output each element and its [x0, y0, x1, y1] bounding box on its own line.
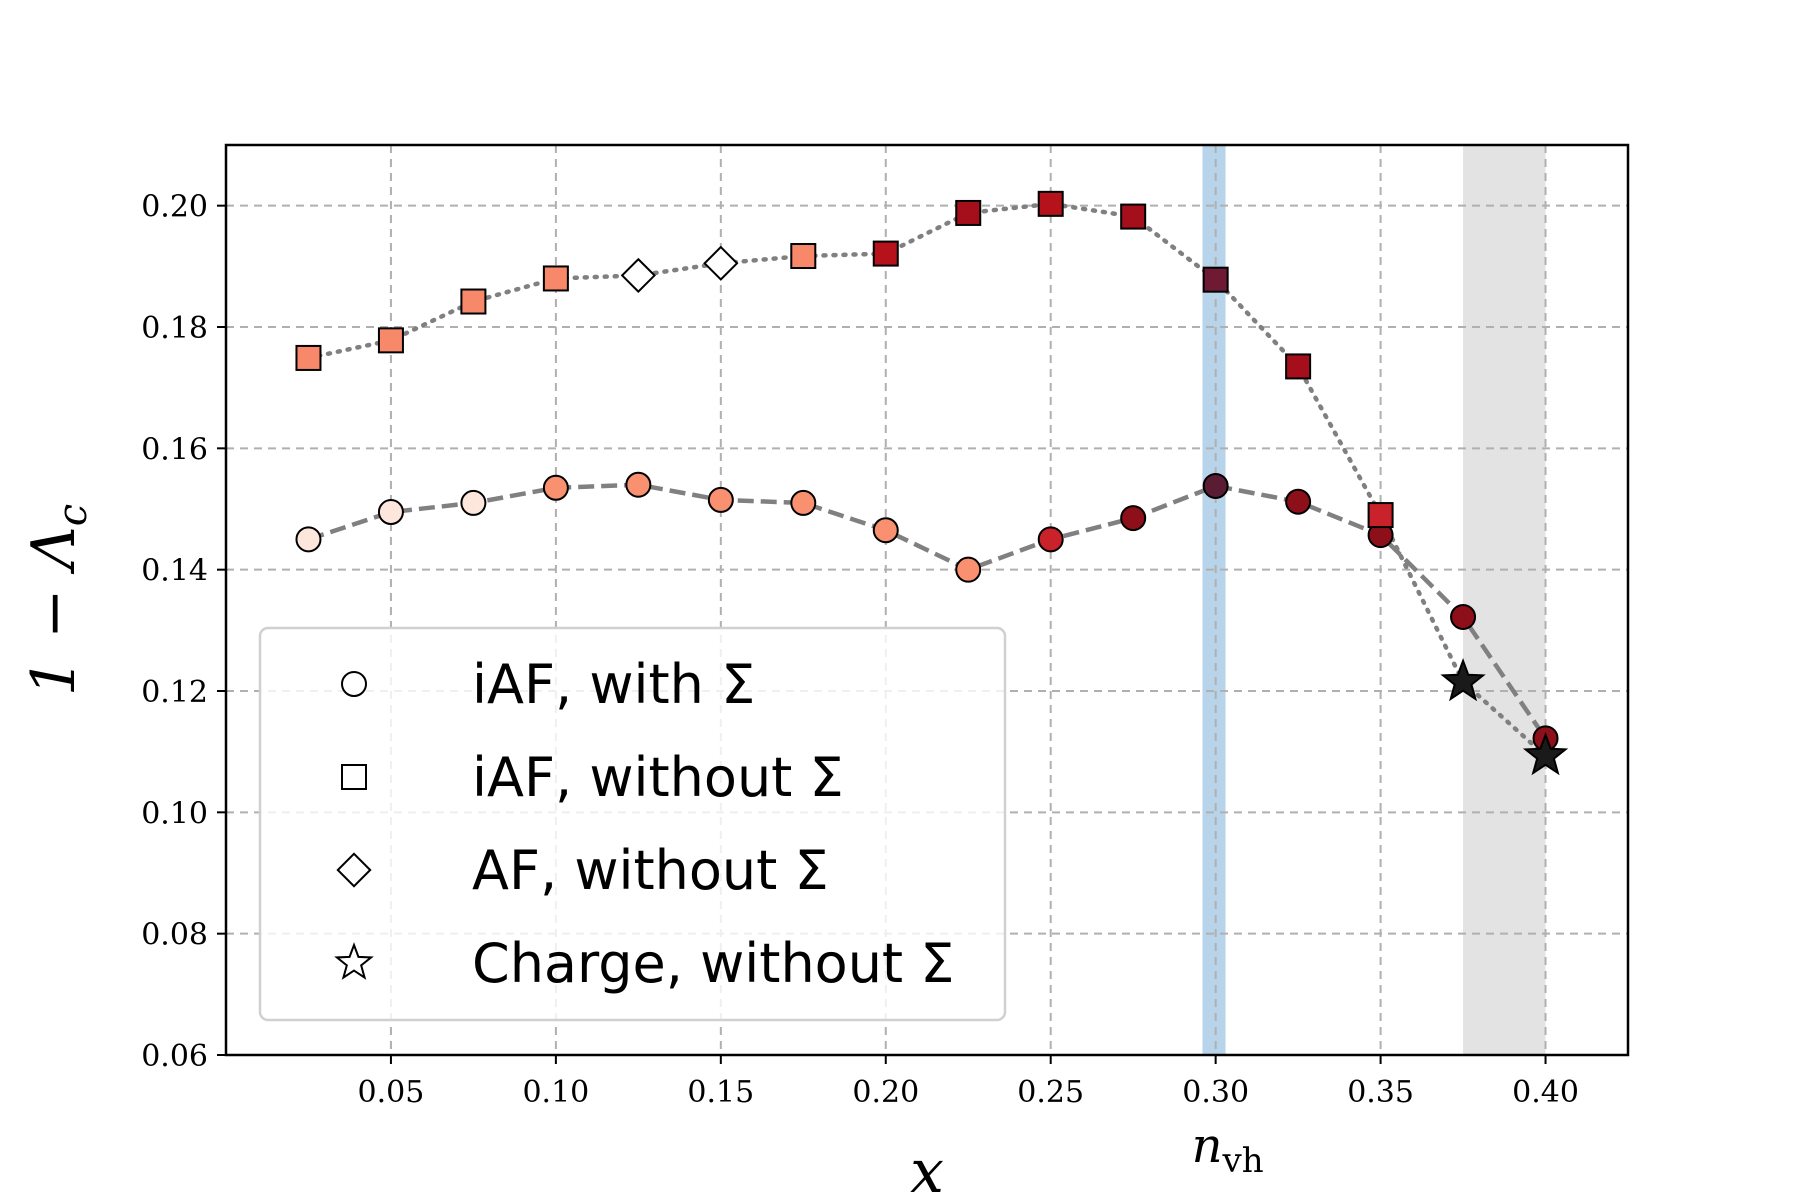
marker-square-10 [1285, 353, 1312, 380]
data-markers [295, 190, 1569, 776]
marker-square-8 [1120, 203, 1147, 230]
legend-label-1: iAF, without Σ [472, 746, 844, 809]
legend-label-3: Charge, without Σ [472, 932, 954, 995]
marker-diamond-1 [703, 245, 739, 281]
y-tick-label-2: 0.10 [141, 796, 208, 831]
axis-ticks: 0.05 0.10 0.15 0.20 0.25 0.30 0.35 0.40 0.06 0.08… [141, 190, 1579, 1110]
x-tick-label-6: 0.35 [1347, 1075, 1414, 1110]
y-axis-title-sub: c [50, 504, 96, 526]
y-tick-label-6: 0.18 [141, 311, 208, 346]
marker-circle-4 [625, 471, 652, 498]
y-axis-title: 1 − Λc [19, 504, 96, 696]
marker-square-0 [295, 344, 322, 371]
series-lines [306, 201, 1548, 759]
marker-square-2 [460, 288, 487, 315]
marker-circle-7 [872, 517, 899, 544]
marker-circle-12 [1285, 488, 1312, 515]
series-line-iaf-with-sigma [307, 482, 1548, 740]
marker-square-9 [1202, 266, 1229, 293]
y-tick-label-4: 0.14 [141, 554, 208, 589]
series-line-without-sigma [306, 201, 1548, 759]
legend-marker-circle [341, 671, 367, 697]
legend: iAF, with Σ iAF, without Σ AF, without Σ Ch… [258, 626, 1007, 1022]
nvh-sub: vh [1222, 1141, 1264, 1181]
marker-circle-1 [377, 499, 404, 526]
y-tick-label-1: 0.08 [141, 918, 208, 953]
marker-square-11 [1367, 502, 1394, 529]
marker-circle-6 [790, 489, 817, 516]
marker-circle-11 [1202, 472, 1229, 499]
legend-items: iAF, with Σ iAF, without Σ AF, without Σ Ch… [334, 653, 954, 995]
x-tick-label-7: 0.40 [1512, 1075, 1579, 1110]
legend-label-0: iAF, with Σ [472, 653, 755, 716]
y-tick-label-0: 0.06 [141, 1039, 208, 1074]
x-tick-label-2: 0.15 [687, 1075, 754, 1110]
marker-square-4 [790, 243, 817, 270]
shaded-regions [1202, 145, 1546, 1055]
x-tick-label-1: 0.10 [522, 1075, 589, 1110]
y-tick-label-7: 0.20 [141, 190, 208, 225]
marker-circle-10 [1120, 505, 1147, 532]
x-tick-label-5: 0.30 [1182, 1075, 1249, 1110]
shaded-region-0 [1202, 145, 1226, 1055]
legend-marker-diamond [336, 852, 372, 888]
marker-circle-0 [295, 526, 322, 553]
marker-circle-8 [955, 556, 982, 583]
marker-square-5 [872, 240, 899, 267]
x-tick-label-0: 0.05 [358, 1075, 425, 1110]
legend-label-2: AF, without Σ [472, 839, 829, 902]
marker-square-1 [377, 327, 404, 354]
x-tick-label-3: 0.20 [852, 1075, 919, 1110]
y-tick-label-3: 0.12 [141, 675, 208, 710]
nvh-main: n [1192, 1118, 1223, 1174]
marker-square-7 [1037, 190, 1064, 217]
marker-circle-5 [707, 486, 734, 513]
nvh-annotation: nvh [1192, 1118, 1264, 1181]
marker-circle-2 [460, 489, 487, 516]
marker-circle-14 [1450, 603, 1477, 630]
marker-diamond-0 [620, 257, 656, 294]
legend-marker-square [341, 764, 367, 790]
marker-square-6 [955, 199, 982, 226]
marker-star-0 [1440, 658, 1486, 702]
marker-square-3 [542, 265, 569, 292]
marker-circle-3 [542, 474, 569, 501]
marker-circle-9 [1037, 526, 1064, 553]
y-axis-title-main: 1 − Λ [19, 526, 89, 696]
x-axis-title: x [910, 1137, 944, 1200]
y-tick-label-5: 0.16 [141, 432, 208, 467]
x-tick-label-4: 0.25 [1017, 1075, 1084, 1110]
shaded-region-1 [1463, 145, 1546, 1055]
legend-marker-star [334, 942, 374, 980]
marker-star-1 [1522, 732, 1569, 776]
plot-frame [224, 143, 1630, 1057]
legend-box [258, 626, 1007, 1022]
